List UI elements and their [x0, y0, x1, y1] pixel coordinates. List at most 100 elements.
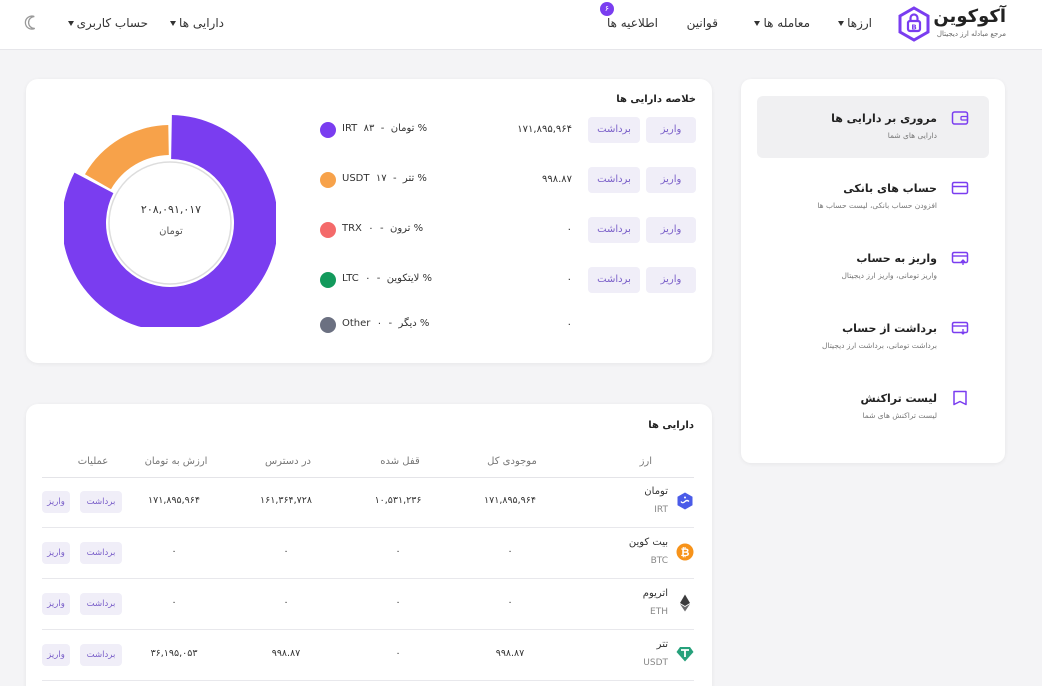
summary-label: IRT تومان - ۸۳ % — [342, 123, 428, 134]
deposit-button[interactable]: واریز — [42, 542, 70, 564]
cell-value: ۱۷۱,۸۹۵,۹۶۴ — [148, 495, 200, 506]
withdraw-icon — [951, 321, 969, 335]
allocation-donut-chart — [64, 115, 276, 327]
chevron-down-icon — [838, 21, 845, 26]
deposit-button[interactable]: واریز — [42, 644, 70, 666]
cell-total: ۰ — [507, 597, 513, 608]
sidebar-item-withdraw[interactable]: برداشت از حساب برداشت تومانی، برداشت ارز… — [757, 306, 989, 368]
deposit-button[interactable]: واریز — [646, 117, 696, 143]
deposit-button[interactable]: واریز — [42, 491, 70, 513]
hexagon-lock-icon: B — [898, 6, 930, 42]
summary-label: USDT تتر - ۱۷ % — [342, 173, 427, 184]
nav-trade[interactable]: معامله ها — [754, 15, 810, 31]
summary-label: LTC لایتکوین - ۰ % — [342, 273, 433, 284]
summary-label: TRX ترون - ۰ % — [342, 223, 424, 234]
withdraw-button[interactable]: برداشت — [80, 644, 122, 666]
sidebar-item-title: مروری بر دارایی ها — [831, 112, 937, 125]
nav-account[interactable]: حساب کاربری — [67, 15, 148, 31]
nav-assets-label: دارایی ها — [179, 16, 224, 30]
cell-available: ۹۹۸.۸۷ — [271, 648, 301, 659]
assets-table-card: دارایی ها ارز موجودی کل قفل شده در دسترس… — [26, 404, 712, 686]
nav-announcements[interactable]: اطلاعیه ها ۶ — [599, 2, 658, 31]
chevron-down-icon — [67, 21, 74, 26]
header-divider — [42, 477, 694, 478]
withdraw-button[interactable]: برداشت — [80, 542, 122, 564]
logo-tagline: مرجع مبادله ارز دیجیتال — [936, 30, 1006, 38]
coin-name: تومان — [644, 486, 668, 497]
cell-total: ۹۹۸.۸۷ — [495, 648, 525, 659]
nav-rules[interactable]: قوانین — [687, 15, 718, 31]
sidebar-item-bank-accounts[interactable]: حساب های بانکی افزودن حساب بانکی، لیست ح… — [757, 166, 989, 228]
currency-code: LTC — [342, 273, 359, 284]
nav-currencies[interactable]: ارزها — [838, 15, 872, 31]
donut-slice-irt — [64, 115, 276, 327]
legend-dot — [320, 317, 336, 333]
currency-name: تتر — [402, 173, 415, 184]
cell-available: ۰ — [283, 597, 289, 608]
currency-percent: ۱۷ % — [375, 173, 427, 184]
nav-rules-label: قوانین — [686, 16, 718, 30]
currency-name: لایتکوین — [386, 273, 420, 284]
summary-amount: ۰ — [566, 274, 572, 285]
sidebar-item-subtitle: افزودن حساب بانکی، لیست حساب ها — [817, 201, 937, 210]
withdraw-button[interactable]: برداشت — [588, 167, 640, 193]
summary-row-usdt: واریز برداشت ۹۹۸.۸۷ USDT تتر - ۱۷ % — [316, 167, 696, 195]
withdraw-button[interactable]: برداشت — [80, 593, 122, 615]
sidebar-item-subtitle: واریز تومانی، واریز ارز دیجیتال — [841, 271, 937, 280]
withdraw-button[interactable]: برداشت — [588, 217, 640, 243]
nav-trade-label: معامله ها — [763, 16, 810, 30]
wallet-icon — [951, 111, 969, 125]
nav-announcements-label: اطلاعیه ها — [606, 16, 658, 30]
sidebar-item-title: لیست تراکنش — [860, 392, 937, 405]
withdraw-button[interactable]: برداشت — [80, 491, 122, 513]
top-header: B آکوکوین مرجع مبادله ارز دیجیتال ارزها … — [0, 0, 1042, 50]
currency-name: دیگر — [398, 318, 417, 329]
cell-locked: ۰ — [395, 597, 401, 608]
sidebar-item-overview[interactable]: مروری بر دارایی ها دارایی های شما — [757, 96, 989, 158]
nav-currencies-label: ارزها — [847, 16, 872, 30]
table-row: ₿ بیت کوین BTC ۰ ۰ ۰ ۰ برداشت واریز — [42, 529, 694, 579]
sidebar-item-title: حساب های بانکی — [843, 182, 937, 195]
legend-dot — [320, 222, 336, 238]
nav-account-label: حساب کاربری — [76, 16, 148, 30]
legend-dot — [320, 272, 336, 288]
sidebar-item-transactions[interactable]: لیست تراکنش لیست تراکنش های شما — [757, 376, 989, 438]
summary-row-irt: واریز برداشت ۱۷۱,۸۹۵,۹۶۴ IRT تومان - ۸۳ … — [316, 117, 696, 145]
withdraw-button[interactable]: برداشت — [588, 117, 640, 143]
sidebar-item-title: برداشت از حساب — [842, 322, 937, 335]
deposit-button[interactable]: واریز — [646, 167, 696, 193]
tether-icon — [676, 647, 694, 662]
withdraw-button[interactable]: برداشت — [588, 267, 640, 293]
currency-name: تومان — [390, 123, 415, 134]
currency-percent: ۰ % — [368, 223, 424, 234]
donut-center — [108, 161, 232, 285]
moon-icon[interactable] — [24, 14, 42, 32]
cell-value: ۰ — [171, 546, 177, 557]
logo[interactable]: B آکوکوین مرجع مبادله ارز دیجیتال — [894, 4, 1006, 44]
deposit-button[interactable]: واریز — [646, 217, 696, 243]
column-header-value: ارزش به تومان — [144, 456, 208, 467]
cell-locked: ۱۰,۵۳۱,۲۳۶ — [374, 495, 422, 506]
deposit-button[interactable]: واریز — [42, 593, 70, 615]
coin-code: BTC — [650, 556, 668, 566]
deposit-button[interactable]: واریز — [646, 267, 696, 293]
summary-amount: ۰ — [566, 319, 572, 330]
cell-value: ۰ — [171, 597, 177, 608]
sidebar-item-deposit[interactable]: واریز به حساب واریز تومانی، واریز ارز دی… — [757, 236, 989, 298]
column-header-locked: قفل شده — [380, 456, 420, 467]
account-sidebar: مروری بر دارایی ها دارایی های شما حساب ه… — [741, 79, 1005, 463]
assets-summary-card: خلاصه دارایی ها ۲۰۸,۰۹۱,۰۱۷ تومان واریز … — [26, 79, 712, 363]
currency-percent: ۰ % — [365, 273, 433, 284]
svg-text:₿: ₿ — [681, 546, 690, 559]
summary-row-ltc: واریز برداشت ۰ LTC لایتکوین - ۰ % — [316, 267, 696, 295]
legend-dot — [320, 172, 336, 188]
nav-assets[interactable]: دارایی ها — [170, 15, 224, 31]
bitcoin-icon: ₿ — [676, 543, 694, 561]
cell-total: ۰ — [507, 546, 513, 557]
card-icon — [951, 181, 969, 195]
table-row: اتریوم ETH ۰ ۰ ۰ ۰ برداشت واریز — [42, 580, 694, 630]
currency-code: Other — [342, 318, 371, 329]
table-row: تومان IRT ۱۷۱,۸۹۵,۹۶۴ ۱۰,۵۳۱,۲۳۶ ۱۶۱,۳۶۴… — [42, 478, 694, 528]
summary-amount: ۹۹۸.۸۷ — [541, 174, 572, 185]
coin-code: IRT — [654, 505, 668, 515]
